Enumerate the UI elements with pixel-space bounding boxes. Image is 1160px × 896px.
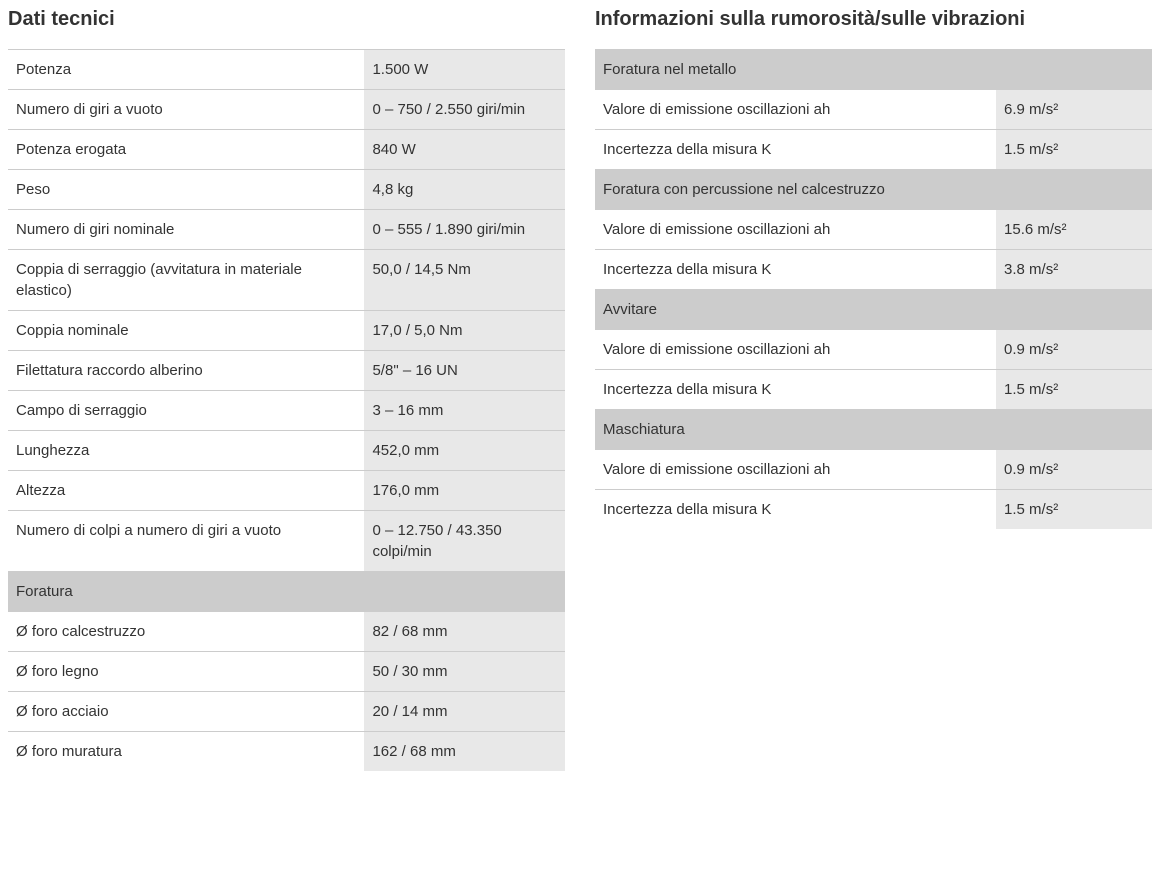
section-header-cell: Avvitare: [595, 290, 1152, 330]
table-row: Incertezza della misura K1.5 m/s²: [595, 130, 1152, 170]
spec-label: Lunghezza: [8, 431, 364, 471]
spec-label: Ø foro calcestruzzo: [8, 612, 364, 652]
table-row: Valore di emissione oscillazioni ah15.6 …: [595, 210, 1152, 250]
spec-value: 0.9 m/s²: [996, 450, 1152, 490]
right-column: Informazioni sulla rumorosità/sulle vibr…: [595, 8, 1152, 771]
spec-label: Filettatura raccordo alberino: [8, 351, 364, 391]
spec-label: Numero di colpi a numero di giri a vuoto: [8, 511, 364, 572]
spec-label: Ø foro acciaio: [8, 692, 364, 732]
section-header-row: Foratura: [8, 572, 565, 612]
spec-value: 17,0 / 5,0 Nm: [364, 311, 565, 351]
table-row: Potenza1.500 W: [8, 50, 565, 90]
table-row: Numero di colpi a numero di giri a vuoto…: [8, 511, 565, 572]
table-row: Coppia nominale17,0 / 5,0 Nm: [8, 311, 565, 351]
section-header-row: Foratura con percussione nel calcestruzz…: [595, 170, 1152, 210]
table-row: Potenza erogata840 W: [8, 130, 565, 170]
table-row: Incertezza della misura K1.5 m/s²: [595, 490, 1152, 530]
spec-value: 1.5 m/s²: [996, 370, 1152, 410]
table-row: Ø foro acciaio20 / 14 mm: [8, 692, 565, 732]
spec-value: 162 / 68 mm: [364, 732, 565, 772]
table-row: Valore di emissione oscillazioni ah6.9 m…: [595, 90, 1152, 130]
section-header-cell: Foratura nel metallo: [595, 50, 1152, 90]
table-row: Incertezza della misura K3.8 m/s²: [595, 250, 1152, 290]
table-row: Ø foro muratura162 / 68 mm: [8, 732, 565, 772]
table-row: Numero di giri a vuoto0 – 750 / 2.550 gi…: [8, 90, 565, 130]
table-row: Coppia di serraggio (avvitatura in mater…: [8, 250, 565, 311]
right-table: Foratura nel metalloValore di emissione …: [595, 49, 1152, 529]
spec-label: Valore di emissione oscillazioni ah: [595, 210, 996, 250]
spec-value: 3 – 16 mm: [364, 391, 565, 431]
spec-label: Coppia nominale: [8, 311, 364, 351]
spec-value: 4,8 kg: [364, 170, 565, 210]
spec-label: Ø foro muratura: [8, 732, 364, 772]
spec-label: Valore di emissione oscillazioni ah: [595, 90, 996, 130]
table-row: Ø foro legno50 / 30 mm: [8, 652, 565, 692]
spec-value: 20 / 14 mm: [364, 692, 565, 732]
spec-value: 0 – 555 / 1.890 giri/min: [364, 210, 565, 250]
table-row: Altezza176,0 mm: [8, 471, 565, 511]
spec-label: Incertezza della misura K: [595, 250, 996, 290]
section-header-cell: Foratura con percussione nel calcestruzz…: [595, 170, 1152, 210]
spec-value: 6.9 m/s²: [996, 90, 1152, 130]
spec-label: Valore di emissione oscillazioni ah: [595, 330, 996, 370]
section-header-cell: Maschiatura: [595, 410, 1152, 450]
spec-label: Ø foro legno: [8, 652, 364, 692]
spec-value: 3.8 m/s²: [996, 250, 1152, 290]
spec-value: 15.6 m/s²: [996, 210, 1152, 250]
table-row: Ø foro calcestruzzo82 / 68 mm: [8, 612, 565, 652]
spec-value: 50,0 / 14,5 Nm: [364, 250, 565, 311]
spec-value: 1.5 m/s²: [996, 130, 1152, 170]
spec-label: Numero di giri a vuoto: [8, 90, 364, 130]
spec-label: Incertezza della misura K: [595, 370, 996, 410]
table-row: Incertezza della misura K1.5 m/s²: [595, 370, 1152, 410]
spec-value: 840 W: [364, 130, 565, 170]
spec-value: 0 – 750 / 2.550 giri/min: [364, 90, 565, 130]
right-title: Informazioni sulla rumorosità/sulle vibr…: [595, 8, 1152, 31]
spec-label: Potenza erogata: [8, 130, 364, 170]
left-column: Dati tecnici Potenza1.500 WNumero di gir…: [8, 8, 565, 771]
spec-value: 1.500 W: [364, 50, 565, 90]
spec-value: 82 / 68 mm: [364, 612, 565, 652]
table-row: Lunghezza452,0 mm: [8, 431, 565, 471]
spec-value: 0.9 m/s²: [996, 330, 1152, 370]
left-table: Potenza1.500 WNumero di giri a vuoto0 – …: [8, 49, 565, 771]
spec-label: Potenza: [8, 50, 364, 90]
spec-value: 452,0 mm: [364, 431, 565, 471]
section-header-row: Foratura nel metallo: [595, 50, 1152, 90]
table-row: Peso4,8 kg: [8, 170, 565, 210]
spec-label: Numero di giri nominale: [8, 210, 364, 250]
spec-value: 0 – 12.750 / 43.350 colpi/min: [364, 511, 565, 572]
spec-label: Campo di serraggio: [8, 391, 364, 431]
spec-value: 50 / 30 mm: [364, 652, 565, 692]
spec-label: Coppia di serraggio (avvitatura in mater…: [8, 250, 364, 311]
table-row: Campo di serraggio3 – 16 mm: [8, 391, 565, 431]
table-row: Valore di emissione oscillazioni ah0.9 m…: [595, 450, 1152, 490]
table-row: Numero di giri nominale0 – 555 / 1.890 g…: [8, 210, 565, 250]
spec-label: Valore di emissione oscillazioni ah: [595, 450, 996, 490]
section-header-cell: Foratura: [8, 572, 565, 612]
left-title: Dati tecnici: [8, 8, 565, 31]
spec-value: 1.5 m/s²: [996, 490, 1152, 530]
spec-container: Dati tecnici Potenza1.500 WNumero di gir…: [8, 8, 1152, 771]
spec-value: 5/8" – 16 UN: [364, 351, 565, 391]
spec-label: Incertezza della misura K: [595, 490, 996, 530]
table-row: Valore di emissione oscillazioni ah0.9 m…: [595, 330, 1152, 370]
spec-label: Peso: [8, 170, 364, 210]
spec-label: Altezza: [8, 471, 364, 511]
section-header-row: Avvitare: [595, 290, 1152, 330]
spec-value: 176,0 mm: [364, 471, 565, 511]
spec-label: Incertezza della misura K: [595, 130, 996, 170]
table-row: Filettatura raccordo alberino5/8" – 16 U…: [8, 351, 565, 391]
section-header-row: Maschiatura: [595, 410, 1152, 450]
